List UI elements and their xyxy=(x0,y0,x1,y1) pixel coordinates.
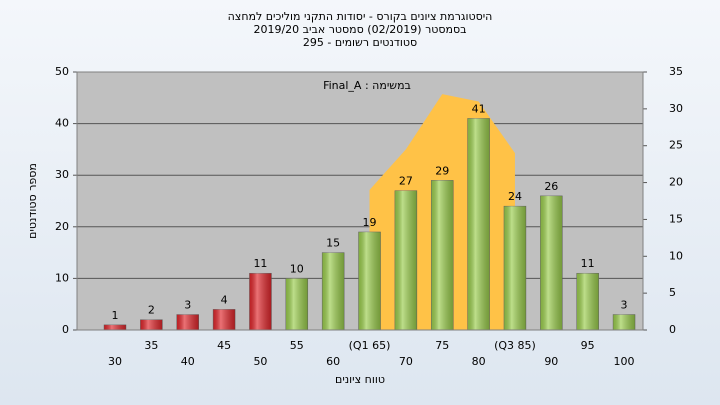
x-tick-label: 75 xyxy=(435,339,449,352)
bar-shine xyxy=(104,324,126,330)
bar-shine xyxy=(394,190,417,330)
bar-shine xyxy=(540,195,563,330)
x-axis-title: טווח ציונים xyxy=(335,373,385,386)
x-tick-label: 80 xyxy=(472,355,486,368)
annotation: במשימה : Final_A xyxy=(323,79,411,92)
data-label: 19 xyxy=(363,216,377,229)
bar-shine xyxy=(249,273,272,330)
y-axis-title: מספר סטודנטים xyxy=(26,163,39,239)
y2-tick-label: 35 xyxy=(669,65,683,78)
data-label: 26 xyxy=(544,180,558,193)
bar-shine xyxy=(431,180,454,330)
data-label: 3 xyxy=(621,299,628,312)
bar-shine xyxy=(467,118,490,330)
x-tick-label: 70 xyxy=(399,355,413,368)
data-label: 2 xyxy=(148,304,155,317)
y-tick-label: 10 xyxy=(55,271,69,284)
y2-tick-label: 5 xyxy=(669,286,676,299)
x-tick-label: 90 xyxy=(544,355,558,368)
bar-shine xyxy=(285,278,308,330)
x-tick-label: 45 xyxy=(217,339,231,352)
y-tick-label: 20 xyxy=(55,220,69,233)
data-label: 1 xyxy=(112,309,119,322)
x-tick-label: 55 xyxy=(290,339,304,352)
bar-shine xyxy=(213,309,236,330)
bar-shine xyxy=(358,231,381,330)
data-label: 24 xyxy=(508,190,522,203)
y2-tick-label: 30 xyxy=(669,102,683,115)
data-label: 3 xyxy=(184,299,191,312)
x-tick-label: (Q1 65) xyxy=(349,339,391,352)
plot-border xyxy=(76,71,644,331)
x-tick-label: 100 xyxy=(614,355,635,368)
title-line: בסמסטר (02/2019) סמסטר אביב 2019/20 xyxy=(253,23,466,36)
y2-tick-label: 20 xyxy=(669,176,683,189)
bar-shine xyxy=(503,206,526,330)
x-tick-label: 60 xyxy=(326,355,340,368)
x-tick-label: (Q3 85) xyxy=(494,339,536,352)
y-tick-label: 50 xyxy=(55,65,69,78)
bar-shine xyxy=(613,314,636,330)
bar-shine xyxy=(322,252,345,330)
data-label: 11 xyxy=(253,257,267,270)
title-line: סטודנטים רשומים - 295 xyxy=(303,36,417,49)
y2-tick-label: 10 xyxy=(669,249,683,262)
bar-shine xyxy=(176,314,199,330)
data-label: 29 xyxy=(435,164,449,177)
x-tick-label: 35 xyxy=(144,339,158,352)
data-label: 41 xyxy=(472,102,486,115)
y-tick-label: 30 xyxy=(55,168,69,181)
data-label: 27 xyxy=(399,175,413,188)
x-tick-label: 30 xyxy=(108,355,122,368)
y-tick-label: 0 xyxy=(62,323,69,336)
bar-shine xyxy=(576,273,599,330)
data-label: 4 xyxy=(221,293,228,306)
data-label: 15 xyxy=(326,237,340,250)
title-line: היסטוגרמת ציונים בקורס - יסודות התקני מו… xyxy=(228,10,493,23)
y-tick-label: 40 xyxy=(55,117,69,130)
x-tick-label: 50 xyxy=(253,355,267,368)
y2-tick-label: 15 xyxy=(669,212,683,225)
x-tick-label: 95 xyxy=(581,339,595,352)
x-tick-label: 40 xyxy=(181,355,195,368)
y2-tick-label: 0 xyxy=(669,323,676,336)
data-label: 10 xyxy=(290,262,304,275)
data-label: 11 xyxy=(581,257,595,270)
y2-tick-label: 25 xyxy=(669,139,683,152)
bar-shine xyxy=(140,319,163,330)
